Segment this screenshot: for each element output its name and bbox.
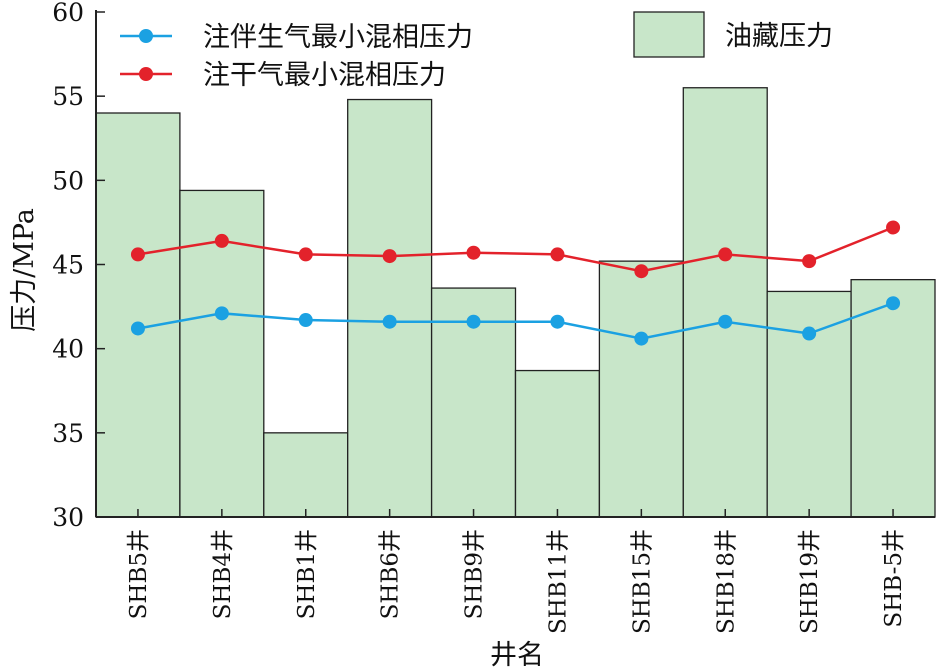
- series-1-point-4: [466, 245, 481, 260]
- series-0-point-7: [718, 314, 733, 329]
- series-0-point-3: [382, 314, 397, 329]
- bars-group: [95, 87, 936, 518]
- x-tick-label-4: SHB9井: [462, 529, 488, 619]
- axes-group: 30 35 40 45 50 55 60 SHB5井 SHB4井 SHB1井 SHB6井 SHB9井 S…: [52, 0, 935, 634]
- legend-marker-0: [139, 29, 153, 43]
- series-1-point-5: [550, 247, 565, 262]
- x-tick-label-2: SHB1井: [294, 529, 320, 619]
- series-0-point-5: [550, 314, 565, 329]
- legend-label-0: 注伴生气最小混相压力: [203, 22, 473, 53]
- y-tick-label-35: 35: [52, 419, 84, 448]
- series-0-point-1: [214, 306, 229, 321]
- x-tick-label-7: SHB18井: [713, 529, 739, 634]
- series-1-point-6: [634, 264, 649, 279]
- bar-3: [347, 98, 433, 518]
- series-1-line: [137, 226, 894, 273]
- series-1-point-9: [886, 220, 901, 235]
- x-tick-label-1: SHB4井: [210, 529, 236, 619]
- x-tick-label-5: SHB11井: [545, 529, 571, 634]
- bar-9: [850, 278, 936, 518]
- series-1-point-8: [802, 254, 817, 269]
- legend-label-1: 注干气最小混相压力: [203, 60, 446, 91]
- series-0-point-2: [298, 313, 313, 328]
- legend-marker-1: [139, 67, 153, 81]
- bar-2: [263, 432, 349, 518]
- series-0-point-0: [130, 321, 145, 336]
- y-tick-label-60: 60: [52, 0, 84, 27]
- y-tick-label-40: 40: [52, 335, 84, 364]
- bar-6: [598, 260, 684, 518]
- bar-7: [682, 87, 768, 518]
- x-axis-label: 井名: [490, 640, 544, 671]
- x-tick-label-3: SHB6井: [378, 529, 404, 619]
- x-tick-label-0: SHB5井: [126, 529, 152, 619]
- series-1-point-1: [214, 233, 229, 248]
- series-0-point-9: [886, 296, 901, 311]
- y-tick-label-55: 55: [52, 82, 84, 111]
- x-tick-label-9: SHB-5井: [881, 529, 907, 628]
- bar-5: [514, 369, 601, 518]
- series-1-point-3: [382, 249, 397, 264]
- y-tick-label-45: 45: [52, 251, 84, 280]
- lines-group: [130, 220, 901, 346]
- series-1-point-0: [130, 247, 145, 262]
- y-axis-label: 压力/MPa: [9, 208, 40, 332]
- series-1-point-2: [298, 247, 313, 262]
- legend-bar-label: 油藏压力: [725, 21, 833, 52]
- x-tick-label-6: SHB15井: [629, 529, 655, 634]
- x-tick-label-8: SHB19井: [797, 529, 823, 634]
- y-tick-label-30: 30: [52, 503, 84, 532]
- series-0-line: [137, 302, 894, 340]
- series-0-point-8: [802, 326, 817, 341]
- legend-bar-swatch: [633, 11, 705, 58]
- series-1-point-7: [718, 247, 733, 262]
- bar-8: [766, 290, 852, 518]
- series-0-point-6: [634, 331, 649, 346]
- series-0-point-4: [466, 314, 481, 329]
- y-tick-label-50: 50: [52, 166, 84, 195]
- bar-0: [95, 112, 181, 518]
